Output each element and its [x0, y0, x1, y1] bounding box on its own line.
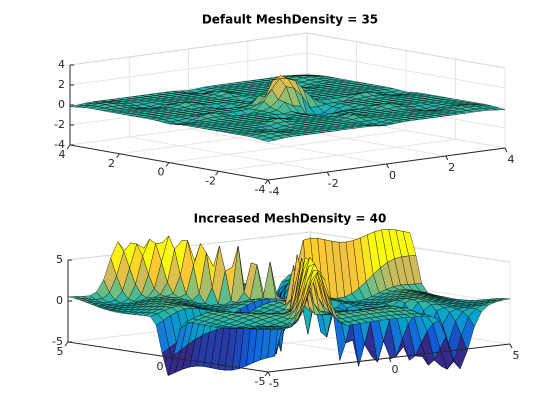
tick [165, 162, 170, 167]
tick [64, 341, 69, 347]
z-tick-label: -5 [52, 335, 63, 348]
tick [66, 144, 71, 150]
z-tick-label: 5 [56, 253, 63, 266]
tick [388, 357, 392, 363]
y-tick-label: 0 [158, 166, 165, 179]
z-tick-label: 4 [58, 58, 65, 71]
y-tick-label: 5 [57, 345, 64, 358]
z-tick-label: 2 [58, 78, 65, 91]
x-tick-label: 0 [389, 169, 396, 182]
tick [386, 163, 389, 169]
x-tick-label: -5 [269, 377, 280, 390]
tick [264, 179, 269, 185]
x-tick-label: -2 [328, 177, 339, 190]
tick [264, 371, 269, 377]
tick [164, 356, 169, 362]
tick [445, 155, 449, 161]
x-tick-label: 4 [508, 153, 515, 166]
y-tick-label: -4 [255, 183, 266, 196]
y-tick-label: -2 [205, 174, 216, 187]
x-tick-label: 5 [513, 349, 520, 362]
surface-cell [261, 137, 276, 142]
surface [69, 74, 506, 142]
surface [67, 229, 511, 376]
tick [116, 153, 120, 159]
chart-title: Increased MeshDensity = 40 [194, 212, 387, 226]
x-tick-label: -4 [269, 185, 280, 198]
x-tick-label: 0 [392, 363, 399, 376]
y-tick-label: 4 [59, 148, 66, 161]
tick [504, 147, 508, 153]
surface-cell [262, 326, 276, 328]
tick [267, 371, 271, 377]
y-tick-label: 0 [157, 360, 164, 373]
z-tick-label: -2 [54, 118, 65, 131]
y-tick-label: 2 [108, 157, 115, 170]
tick [326, 171, 330, 177]
z-tick-label: -4 [54, 138, 65, 151]
chart-title: Default MeshDensity = 35 [202, 13, 378, 27]
z-tick-label: 0 [58, 98, 65, 111]
x-tick-label: 2 [448, 161, 455, 174]
y-tick-label: -5 [255, 375, 266, 388]
z-tick-label: 0 [56, 294, 63, 307]
tick [509, 343, 513, 349]
tick [267, 179, 271, 185]
tick [215, 170, 219, 176]
